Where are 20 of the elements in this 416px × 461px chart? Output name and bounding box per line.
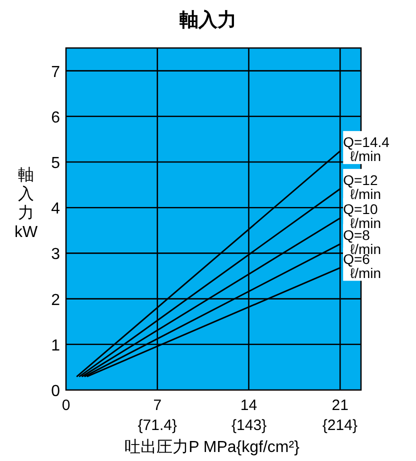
y-tick-label: 6 [51, 109, 60, 126]
y-tick-label: 7 [51, 64, 60, 81]
x-tick-label: 21 [332, 397, 348, 414]
chart-title: 軸入力 [180, 9, 236, 31]
y-tick-label: 1 [51, 337, 60, 354]
x-tick-label: 7 [153, 397, 162, 414]
series-label: Q=10 ℓ/min [343, 201, 382, 232]
y-tick-label: 2 [51, 292, 60, 309]
y-tick-label: 5 [51, 155, 60, 172]
x-tick-label: 14 [240, 397, 258, 414]
y-tick-label: 3 [51, 246, 60, 264]
y-tick-label: 0 [51, 383, 60, 400]
x-axis-title: 吐出圧力P MPa{kgf/cm²} [124, 438, 300, 456]
y-axis-title: 軸入力kW [14, 166, 38, 241]
x2-tick-label: {143} [232, 417, 267, 434]
series-label: Q=14.4 ℓ/min [343, 134, 390, 164]
x2-tick-label: {71.4} [138, 417, 178, 434]
x2-tick-label: {214} [322, 417, 358, 434]
series-label: Q=12 ℓ/min [343, 172, 382, 202]
y-tick-label: 4 [51, 200, 60, 218]
